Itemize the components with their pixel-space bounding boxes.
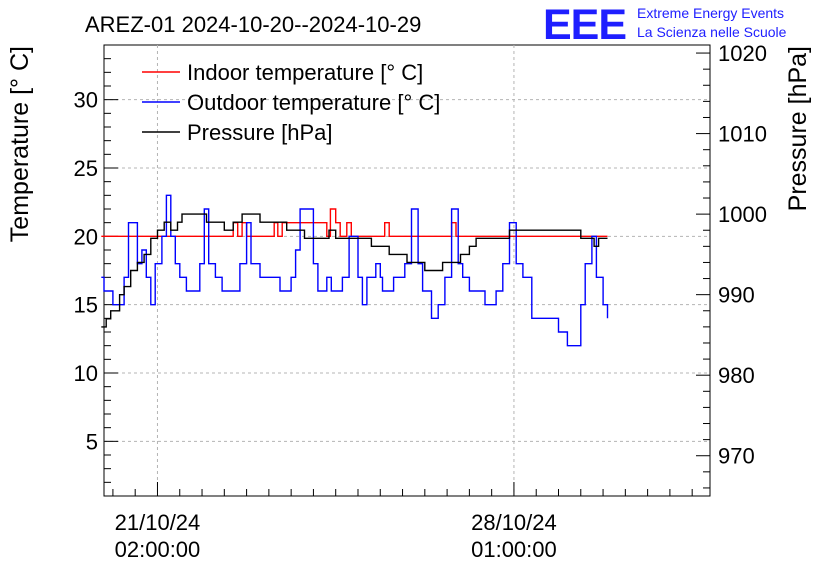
left-tick-label: 20: [74, 224, 98, 249]
left-tick-label: 25: [74, 156, 98, 181]
right-tick-label: 1000: [718, 202, 767, 227]
logo-letters: EEE: [543, 1, 626, 49]
eee-logo: EEE Extreme Energy Events La Scienza nel…: [543, 1, 787, 49]
left-tick-label: 15: [74, 293, 98, 318]
right-tick-label: 980: [718, 363, 755, 388]
left-tick-label: 30: [74, 88, 98, 113]
plot-frame: [103, 44, 711, 497]
logo-line-2: La Scienza nelle Scuole: [637, 24, 787, 40]
right-axis-title: Pressure [hPa]: [784, 46, 812, 211]
outdoor-temperature-line: [101, 194, 609, 347]
left-axis-title: Temperature [° C]: [6, 46, 34, 242]
legend: Indoor temperature [° C] Outdoor temperat…: [142, 60, 440, 145]
legend-label: Indoor temperature [° C]: [187, 60, 423, 85]
x-tick-label-date: 21/10/24: [115, 510, 201, 535]
left-axis: 5 10 15 20 25 30: [74, 44, 118, 497]
x-tick-label-time: 01:00:00: [471, 537, 557, 562]
x-tick-label-time: 02:00:00: [115, 537, 201, 562]
chart-title: AREZ-01 2024-10-20--2024-10-29: [85, 12, 421, 37]
pressure-line: [101, 213, 608, 328]
right-tick-label: 1020: [718, 41, 767, 66]
right-axis: 970 980 990 1000 1010 1020: [696, 41, 767, 489]
right-tick-label: 1010: [718, 122, 767, 147]
legend-label: Outdoor temperature [° C]: [187, 90, 440, 115]
right-tick-label: 990: [718, 283, 755, 308]
series-group: [101, 194, 609, 347]
left-tick-label: 5: [86, 429, 98, 454]
x-tick-label-date: 28/10/24: [471, 510, 557, 535]
logo-line-1: Extreme Energy Events: [637, 5, 784, 21]
right-tick-label: 970: [718, 444, 755, 469]
legend-label: Pressure [hPa]: [187, 120, 333, 145]
indoor-temperature-line: [101, 208, 608, 237]
left-tick-label: 10: [74, 361, 98, 386]
